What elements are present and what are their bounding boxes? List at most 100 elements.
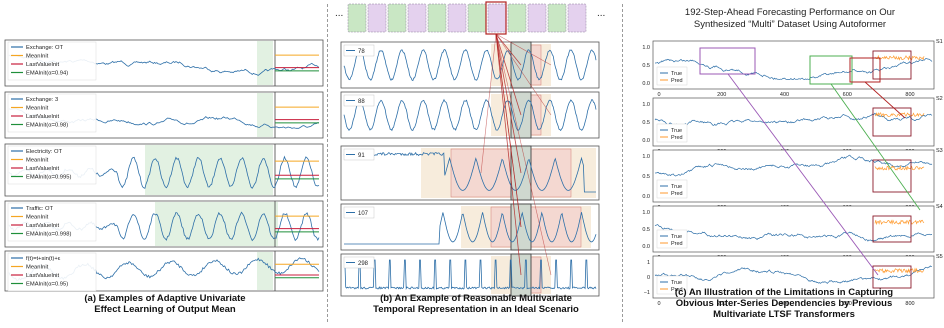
panel-c-legend-true-label: True [671,71,682,77]
panel-c-plot-1 [652,40,935,90]
panel-c-true-5 [654,265,932,284]
panel-b-pink-4 [490,206,582,248]
panel-b-series-3 [343,151,596,193]
panel-a-shade-3 [145,145,273,195]
panel-a-legend-label: LastValueInit [26,114,59,120]
panel-b-attention-line [495,33,552,116]
panel-c-ytick: 0.0 [642,81,650,87]
panel-c-true-4 [654,224,933,242]
panel-b-attention-line [495,33,522,116]
panel-c-ytick: 1.0 [642,45,650,51]
caption-c-line1: (c) An Illustration of the Limitations i… [674,287,894,298]
panel-b-series-5 [344,259,597,291]
panel-c-xtick: 200 [717,301,726,307]
panel-c-legend-pred-label: Pred [671,241,683,247]
panel-c-xtick: 600 [843,301,852,307]
panel-c-plot-5 [652,255,935,299]
panel-c-ytick: 1.0 [642,154,650,160]
divider-left [327,4,328,322]
panel-c-xtick: 200 [717,92,726,98]
panel-b-attention-line [495,33,552,66]
panel-c-legend-true-label: True [671,234,682,240]
panel-b-legend-label: 107 [358,211,369,217]
panel-c-row-tag: S5 [936,254,943,260]
panel-a-legend-label: MeanInit [26,265,49,271]
panel-c-ytick: 0.5 [642,120,650,126]
panel-b-series-2 [343,98,597,132]
panel-b-token [507,3,527,33]
panel-a-legend-label: LastValueInit [26,223,59,229]
panel-c-arrow-purple [727,73,879,276]
panel-b-legend-1 [343,44,375,57]
panel-c-true-1 [655,57,933,80]
panel-c-xtick: 400 [780,92,789,98]
panel-b-token [547,3,567,33]
caption-c: (c) An Illustration of the Limitations i… [628,287,940,320]
panel-c-ytick: 0.0 [642,244,650,250]
panel-c-xtick: 0 [657,301,660,307]
panel-c-arrow-red [864,81,906,119]
panel-c-ytick: 1 [647,260,650,266]
panel-c-legend-true-label: True [671,128,682,134]
caption-c-line3: Multivariate LTSF Transformers [713,309,855,320]
panel-a-legend-label: EMAInit(α=0.95) [26,282,68,288]
divider-right [622,4,623,322]
panel-c-row-tag: S1 [936,39,943,45]
panel-a-legend-label: EMAInit(α=0.998) [26,232,71,238]
caption-a-line1: (a) Examples of Adaptive Univariate [84,293,246,304]
panel-c-legend-pred-label: Pred [671,287,683,293]
panel-c-forecast-box-5 [872,265,912,289]
panel-b-attention-line [495,33,522,66]
panel-b-token [447,3,467,33]
panel-c-forecast-box-2 [872,107,912,137]
panel-b-token [567,3,587,33]
panel-c-legend-true-label: True [671,184,682,190]
panel-c-legend-true-label: True [671,280,682,286]
caption-a-line2: Effect Learning of Output Mean [94,304,236,315]
panel-c-pred-3 [874,165,925,171]
panel-c-row-tag: S4 [936,204,943,210]
panel-a-legend-label: MeanInit [26,106,49,112]
panel-b-attention-line [495,33,522,228]
panel-c-forecast-box-1 [872,50,912,80]
panel-b-attention-line [495,33,552,276]
panel-c-row-tag: S3 [936,148,943,154]
panel-c-forecast-box-4 [872,215,912,243]
panel-c-pred-1 [874,54,925,61]
panel-a-legend-label: f(t)=t+sin(t)+ε [26,256,61,262]
panel-a-legend-label: LastValueInit [26,166,59,172]
panel-b-attention-line [495,33,522,174]
panel-c-xtick: 0 [657,92,660,98]
panel-c-xtick: 600 [843,92,852,98]
panel-c-purple-box [699,47,756,75]
caption-b-line2: Temporal Representation in an Ideal Scen… [373,304,579,315]
panel-b-legend-label: 78 [358,49,365,55]
panel-a-legend-label: Electricity: OT [26,149,63,155]
panel-b-series-1 [343,48,597,82]
panel-a-legend-label: Exchange: 3 [26,97,58,103]
panel-b-attention-line [495,33,522,276]
panel-a-legend-label: Exchange: OT [26,45,64,51]
panel-c-true-2 [654,112,933,127]
panel-a-legend-2 [7,93,97,133]
panel-b-legend-3 [343,148,375,161]
panel-c-legend-pred-label: Pred [671,191,683,197]
panel-b-plot-1 [340,41,600,89]
panel-b-token [527,3,547,33]
panel-b-ellipsis-right: ... [597,8,605,19]
panel-b-ellipsis-left: ... [335,8,343,19]
panel-c-plot-4 [652,205,935,253]
panel-b-plot-2 [340,91,600,139]
panel-c-ytick: 0 [647,275,650,281]
panel-b-legend-4 [343,206,375,219]
caption-b: (b) An Example of Reasonable Multivariat… [332,293,620,315]
panel-a-legend-3 [7,145,97,185]
panel-a-legend-label: LastValueInit [26,273,59,279]
panel-a-legend-label: LastValueInit [26,62,59,68]
panel-a-legend-label: EMAInit(α=0.94) [26,71,68,77]
panel-a-legend-label: MeanInit [26,158,49,164]
panel-b-token [407,3,427,33]
panel-c-pred-2 [874,112,925,118]
